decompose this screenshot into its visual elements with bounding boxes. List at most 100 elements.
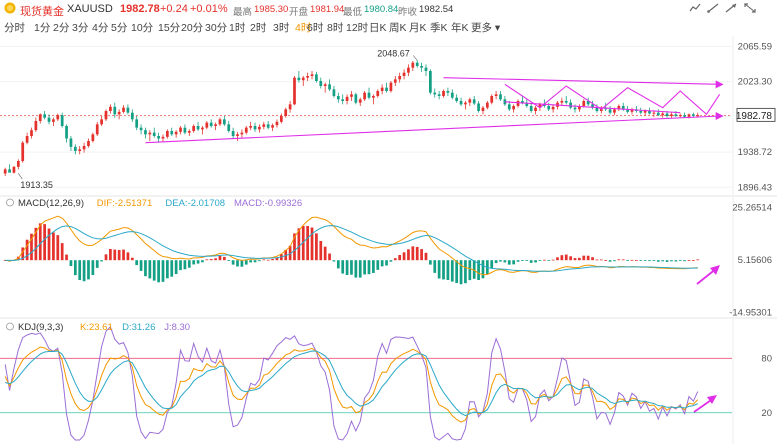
macd-tick-label: 25.26514 xyxy=(732,203,772,214)
draw-line-icon[interactable] xyxy=(707,3,719,16)
candle xyxy=(472,99,476,104)
candle xyxy=(231,131,235,136)
macd-histogram-bar xyxy=(402,252,406,261)
timeframe-tab[interactable]: 8时 xyxy=(327,22,344,34)
timeframe-tab[interactable]: 2分 xyxy=(53,22,70,34)
timeframe-tab[interactable]: 3分 xyxy=(72,22,89,34)
timeframe-tab[interactable]: 20分 xyxy=(181,22,204,34)
macd-histogram-bar xyxy=(126,252,130,261)
macd-histogram-bar xyxy=(222,256,226,261)
candle xyxy=(65,126,68,139)
timeframe-tab[interactable]: 日K xyxy=(369,22,387,34)
macd-histogram-bar xyxy=(104,254,108,261)
candle xyxy=(293,77,296,105)
candle xyxy=(135,119,139,128)
candle xyxy=(402,72,406,76)
timeframe-tab[interactable]: 12时 xyxy=(346,22,369,34)
timeframe-tab[interactable]: 1时 xyxy=(229,22,246,34)
timeframe-tab[interactable]: 10分 xyxy=(131,22,154,34)
price-change-pct: +0.01% xyxy=(190,3,228,15)
symbol-code: XAUUSD xyxy=(67,3,113,15)
candle xyxy=(437,94,441,96)
macd-histogram-bar xyxy=(547,260,551,262)
timeframe-tab[interactable]: 年K xyxy=(451,22,469,34)
candle xyxy=(174,131,178,135)
candle xyxy=(385,87,388,91)
timeframe-tab[interactable]: 1分 xyxy=(34,22,51,34)
price-annotation: 1913.35 xyxy=(20,180,53,190)
fullscreen-icon[interactable] xyxy=(744,3,756,16)
macd-histogram-bar xyxy=(639,260,643,262)
timeframe-tab[interactable]: 4时 xyxy=(295,22,312,34)
candle xyxy=(367,92,371,98)
indicator-legend-value: DIF:-2.51371 xyxy=(97,198,152,209)
macd-histogram-bar xyxy=(69,260,73,267)
kdj-d-line xyxy=(5,350,698,417)
candle xyxy=(336,96,340,100)
candle xyxy=(34,121,38,131)
macd-histogram-bar xyxy=(455,260,459,284)
candle xyxy=(569,102,572,108)
macd-histogram-bar xyxy=(407,249,410,261)
macd-tick-label: -14.95301 xyxy=(729,308,772,319)
line-chart-icon[interactable] xyxy=(689,3,701,16)
timeframe-tab[interactable]: 30分 xyxy=(205,22,228,34)
candle xyxy=(47,117,51,122)
candle xyxy=(678,115,682,117)
last-price: 1982.78 xyxy=(120,3,160,15)
timeframe-tab[interactable]: 分时 xyxy=(4,22,25,34)
macd-histogram-bar xyxy=(446,260,450,280)
timeframe-tab[interactable]: 3时 xyxy=(273,22,290,34)
candle xyxy=(240,132,244,135)
timeframe-tab[interactable]: 季K xyxy=(430,22,448,34)
candle xyxy=(433,92,437,95)
macd-histogram-bar xyxy=(192,260,196,265)
draw-ray-icon[interactable] xyxy=(725,3,737,16)
candle xyxy=(227,124,231,131)
macd-histogram-bar xyxy=(187,260,191,268)
macd-histogram-bar xyxy=(56,235,60,261)
macd-histogram-bar xyxy=(271,258,274,261)
timeframe-tab[interactable]: 5分 xyxy=(111,22,128,34)
macd-histogram-bar xyxy=(507,260,511,265)
timeframe-tab[interactable]: 月K xyxy=(409,22,427,34)
indicator-settings-icon xyxy=(6,322,14,331)
macd-histogram-bar xyxy=(166,260,169,279)
open-label: 开盘 xyxy=(289,7,309,18)
candle xyxy=(621,106,625,110)
macd-histogram-bar xyxy=(249,260,253,263)
candle xyxy=(104,111,108,120)
candle xyxy=(73,146,77,151)
price-annotation: 2048.67 xyxy=(377,48,410,58)
timeframe-tab[interactable]: 周K xyxy=(389,22,407,34)
candle xyxy=(258,126,261,130)
candle xyxy=(389,82,393,91)
macd-histogram-bar xyxy=(692,259,695,261)
macd-histogram-bar xyxy=(411,246,415,261)
macd-histogram-bar xyxy=(499,260,502,262)
symbol-name[interactable]: 现货黄金 xyxy=(20,6,64,18)
candle xyxy=(446,91,450,93)
macd-histogram-bar xyxy=(608,260,612,262)
candle xyxy=(656,112,660,116)
timeframe-tab[interactable]: 更多 ▾ xyxy=(471,22,501,34)
candle xyxy=(91,134,95,141)
candle xyxy=(187,131,191,133)
macd-histogram-bar xyxy=(367,260,371,275)
candle xyxy=(538,104,542,108)
timeframe-tab[interactable]: 2时 xyxy=(250,22,267,34)
macd-histogram-bar xyxy=(214,258,217,261)
kdj-tick-label: 20 xyxy=(761,408,772,419)
macd-histogram-bar xyxy=(354,260,358,278)
macd-histogram-bar xyxy=(227,260,231,262)
candle xyxy=(380,87,384,91)
macd-histogram-bar xyxy=(91,260,95,275)
macd-histogram-bar xyxy=(152,260,156,281)
macd-histogram-bar xyxy=(139,260,143,271)
timeframe-tab[interactable]: 6时 xyxy=(307,22,324,34)
timeframe-tab[interactable]: 4分 xyxy=(92,22,109,34)
timeframe-tab[interactable]: 15分 xyxy=(158,22,181,34)
candle xyxy=(485,102,489,108)
candle xyxy=(218,119,222,125)
price-tick-label: 1896.43 xyxy=(738,182,772,193)
